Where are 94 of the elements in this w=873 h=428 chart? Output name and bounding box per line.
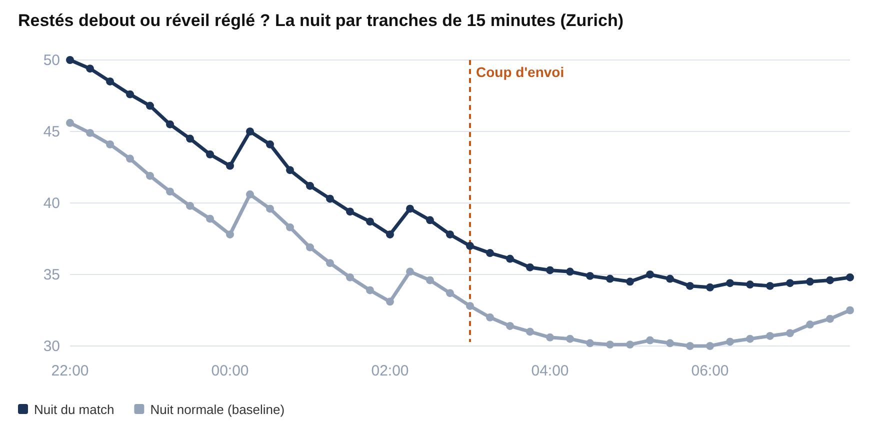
point	[646, 336, 654, 344]
point	[826, 314, 834, 323]
point	[126, 154, 134, 163]
point	[706, 283, 714, 292]
ref-line-label: Coup d'envoi	[476, 64, 564, 80]
x-tick-label: 04:00	[531, 362, 569, 380]
point	[466, 242, 474, 250]
point	[466, 302, 474, 310]
point	[166, 188, 174, 196]
point	[646, 270, 654, 278]
x-tick-label: 00:00	[211, 362, 249, 380]
point	[186, 134, 194, 143]
y-tick-label: 50	[43, 52, 60, 69]
point	[146, 102, 154, 110]
y-tick-label: 45	[43, 123, 60, 140]
point	[166, 120, 174, 128]
point	[686, 282, 694, 290]
point	[766, 282, 774, 290]
point	[766, 332, 774, 340]
point	[246, 128, 254, 136]
point	[86, 64, 94, 73]
point	[446, 230, 454, 238]
point	[786, 329, 794, 338]
point	[546, 333, 554, 342]
point	[726, 338, 734, 346]
point	[526, 328, 534, 336]
point	[326, 259, 334, 268]
point	[606, 340, 614, 349]
point	[126, 90, 134, 98]
point	[506, 254, 514, 263]
point	[266, 204, 274, 213]
point	[506, 322, 514, 330]
point	[386, 298, 394, 306]
point	[746, 280, 754, 288]
point	[246, 190, 254, 198]
point	[626, 340, 634, 349]
chart-title: Restés debout ou réveil réglé ? La nuit par tranches de 15 minutes (Zurich)	[18, 11, 624, 30]
point	[406, 268, 414, 276]
point	[426, 216, 434, 224]
legend-label: Nuit normale (baseline)	[150, 402, 285, 417]
legend-label: Nuit du match	[34, 402, 114, 417]
y-tick-label: 30	[43, 338, 60, 355]
point	[586, 272, 594, 280]
point	[706, 342, 714, 350]
point	[806, 278, 814, 286]
point	[846, 273, 854, 282]
point	[686, 342, 694, 350]
point	[386, 230, 394, 238]
point	[566, 268, 574, 276]
point	[666, 339, 674, 348]
point	[206, 150, 214, 158]
x-tick-label: 22:00	[51, 362, 89, 380]
point	[146, 172, 154, 180]
x-tick-label: 06:00	[691, 362, 729, 380]
point	[206, 214, 214, 223]
y-tick-label: 35	[43, 266, 60, 284]
point	[626, 278, 634, 286]
point	[266, 140, 274, 148]
point	[66, 118, 74, 127]
point	[66, 56, 74, 64]
point	[186, 202, 194, 210]
point	[726, 279, 734, 288]
point	[106, 77, 114, 86]
point	[566, 334, 574, 343]
y-tick-label: 40	[43, 194, 60, 212]
point	[286, 166, 294, 174]
point	[226, 230, 234, 238]
point	[406, 204, 414, 213]
x-tick-label: 02:00	[371, 362, 409, 380]
point	[346, 208, 354, 216]
point	[786, 279, 794, 288]
point	[306, 243, 314, 252]
point	[666, 274, 674, 283]
point	[806, 320, 814, 329]
point	[486, 249, 494, 258]
point	[846, 306, 854, 314]
point	[106, 140, 114, 148]
point	[546, 266, 554, 274]
point	[326, 194, 334, 203]
point	[346, 273, 354, 282]
point	[526, 263, 534, 272]
point	[746, 334, 754, 343]
point	[226, 162, 234, 170]
point	[86, 128, 94, 137]
point	[606, 274, 614, 283]
point	[366, 218, 374, 226]
point	[286, 223, 294, 232]
point	[486, 313, 494, 322]
point	[446, 289, 454, 298]
point	[826, 276, 834, 284]
point	[586, 339, 594, 348]
point	[306, 182, 314, 190]
point	[366, 286, 374, 294]
point	[426, 276, 434, 284]
